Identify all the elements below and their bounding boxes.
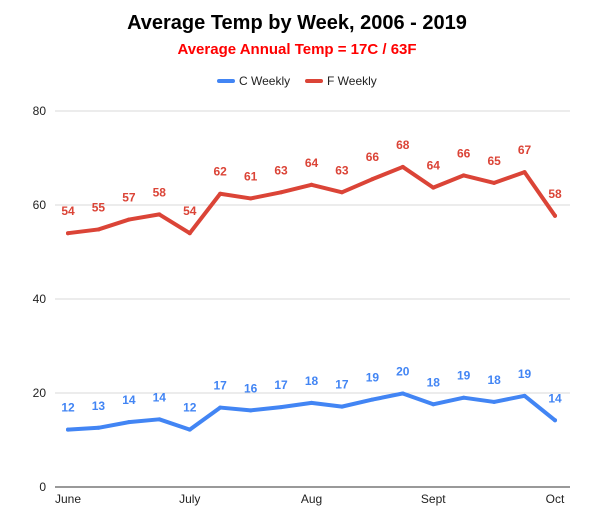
x-tick-label: Aug — [301, 492, 322, 506]
data-point — [157, 212, 162, 217]
data-point — [461, 395, 466, 400]
data-point — [248, 408, 253, 413]
data-label: 18 — [487, 373, 501, 387]
data-label: 17 — [214, 379, 228, 393]
data-point — [431, 402, 436, 407]
data-label: 68 — [396, 138, 410, 152]
data-point — [461, 173, 466, 178]
series-lines — [66, 164, 557, 432]
legend: C Weekly F Weekly — [217, 74, 377, 88]
data-point — [126, 420, 131, 425]
data-label: 66 — [457, 146, 471, 160]
data-label: 66 — [366, 150, 380, 164]
y-tick-label: 0 — [39, 480, 46, 494]
data-label: 14 — [122, 393, 136, 407]
data-label: 54 — [61, 204, 75, 218]
data-label: 20 — [396, 364, 410, 378]
data-point — [187, 427, 192, 432]
data-label: 13 — [92, 399, 106, 413]
y-tick-label: 60 — [33, 198, 47, 212]
data-point — [431, 185, 436, 190]
data-label: 19 — [518, 367, 532, 381]
data-label: 18 — [305, 374, 319, 388]
data-point — [279, 405, 284, 410]
data-point — [400, 164, 405, 169]
data-label: 65 — [487, 154, 501, 168]
data-point — [553, 418, 557, 423]
y-axis-ticks: 0 20 40 60 80 — [33, 104, 47, 494]
chart-title: Average Temp by Week, 2006 - 2019 — [127, 12, 467, 34]
data-point — [370, 397, 375, 402]
data-point — [218, 191, 223, 196]
legend-label: C Weekly — [239, 74, 290, 88]
data-point — [96, 227, 101, 232]
data-label: 57 — [122, 191, 136, 205]
data-point — [66, 231, 70, 236]
y-tick-label: 80 — [33, 104, 47, 118]
data-point — [522, 393, 527, 398]
data-point — [66, 427, 70, 432]
chart-subtitle: Average Annual Temp = 17C / 63F — [177, 41, 416, 58]
legend-label: F Weekly — [327, 74, 377, 88]
data-label: 17 — [335, 378, 349, 392]
data-point — [492, 399, 497, 404]
data-point — [339, 190, 344, 195]
data-label: 12 — [183, 401, 197, 415]
x-tick-label: June — [55, 492, 81, 506]
data-label: 55 — [92, 200, 106, 214]
data-label: 14 — [548, 391, 562, 405]
data-point — [400, 391, 405, 396]
series-line — [66, 391, 557, 432]
data-point — [370, 177, 375, 182]
data-point — [187, 231, 192, 236]
data-point — [248, 196, 253, 201]
data-labels: 12 13 14 14 12 17 16 17 18 17 19 20 18 19 18 19 14 54 55 57… — [61, 138, 562, 415]
data-point — [279, 190, 284, 195]
x-tick-label: July — [179, 492, 200, 506]
data-point — [96, 425, 101, 430]
x-tick-label: Sept — [421, 492, 446, 506]
y-tick-label: 40 — [33, 292, 47, 306]
data-point — [309, 182, 314, 187]
data-point — [339, 404, 344, 409]
data-point — [492, 180, 497, 185]
data-label: 54 — [183, 204, 197, 218]
data-label: 19 — [457, 369, 471, 383]
data-label: 63 — [274, 163, 288, 177]
data-label: 16 — [244, 381, 258, 395]
data-label: 58 — [548, 187, 562, 201]
data-label: 62 — [214, 165, 228, 179]
data-label: 67 — [518, 143, 532, 157]
data-label: 12 — [61, 401, 75, 415]
data-point — [553, 213, 557, 218]
x-axis-ticks: June July Aug Sept Oct — [55, 492, 565, 506]
data-label: 17 — [274, 378, 288, 392]
data-point — [522, 170, 527, 175]
data-label: 14 — [153, 390, 167, 404]
data-point — [309, 400, 314, 405]
data-point — [157, 417, 162, 422]
data-label: 64 — [427, 159, 441, 173]
data-label: 64 — [305, 156, 319, 170]
data-point — [218, 405, 223, 410]
data-label: 58 — [153, 185, 167, 199]
data-label: 63 — [335, 163, 349, 177]
series-line — [66, 164, 557, 236]
x-tick-label: Oct — [546, 492, 565, 506]
data-label: 19 — [366, 371, 380, 385]
y-tick-label: 20 — [33, 386, 47, 400]
data-label: 61 — [244, 169, 258, 183]
data-point — [126, 217, 131, 222]
data-label: 18 — [427, 375, 441, 389]
gridlines — [55, 110, 570, 488]
